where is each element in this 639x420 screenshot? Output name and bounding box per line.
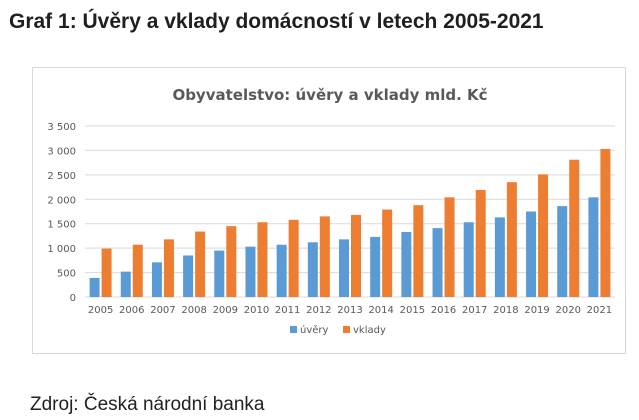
x-tick-label: 2013: [337, 305, 362, 316]
bar-uvery-2011: [276, 244, 287, 297]
bar-uvery-2010: [245, 246, 256, 297]
bar-uvery-2016: [432, 228, 443, 297]
chart-container: Obyvatelstvo: úvěry a vklady mld. Kč 0 50…: [32, 67, 626, 354]
y-tick-label: 3 500: [47, 122, 76, 133]
bar-vklady-2018: [506, 182, 517, 297]
chart-title: Obyvatelstvo: úvěry a vklady mld. Kč: [172, 86, 487, 104]
x-tick-label: 2012: [306, 305, 331, 316]
bar-vklady-2016: [444, 197, 455, 297]
bar-vklady-2015: [413, 205, 424, 297]
y-axis-ticks: 0 500 1 000 1 500 2 000 2 500 3 000 3 500: [47, 122, 76, 304]
bar-vklady-2011: [288, 219, 299, 297]
bar-vklady-2006: [132, 244, 143, 297]
x-tick-label: 2005: [88, 305, 113, 316]
bar-vklady-2007: [163, 239, 174, 297]
legend-label-vklady: vklady: [353, 325, 386, 336]
legend-swatch-uvery: [290, 326, 297, 333]
bar-vklady-2013: [351, 214, 361, 297]
y-tick-label: 3 000: [47, 146, 76, 157]
bar-vklady-2014: [382, 209, 393, 297]
x-tick-label: 2010: [244, 305, 269, 316]
legend: úvěry vklady: [290, 324, 386, 336]
bar-uvery-2008: [183, 255, 194, 297]
bar-vklady-2020: [569, 159, 580, 297]
bars: [89, 148, 611, 297]
page-title: Graf 1: Úvěry a vklady domácností v lete…: [9, 10, 544, 33]
y-tick-label: 1 500: [47, 220, 76, 231]
y-tick-label: 0: [70, 293, 76, 304]
bar-vklady-2008: [195, 231, 206, 297]
x-tick-label: 2011: [275, 305, 300, 316]
x-tick-label: 2016: [431, 305, 456, 316]
bar-uvery-2017: [463, 222, 474, 297]
bar-uvery-2015: [401, 232, 412, 297]
x-tick-label: 2020: [556, 305, 581, 316]
bar-uvery-2019: [526, 211, 537, 297]
x-axis-ticks: 2005 2006 2007 2008 2009 2010 2011 2012 2013 2014…: [88, 305, 612, 316]
x-tick-label: 2009: [213, 305, 238, 316]
bar-chart: Obyvatelstvo: úvěry a vklady mld. Kč 0 50…: [47, 86, 615, 336]
bar-uvery-2013: [339, 239, 349, 297]
bar-vklady-2021: [600, 148, 611, 297]
bar-vklady-2010: [257, 222, 268, 297]
bar-uvery-2007: [151, 262, 162, 297]
bar-uvery-2014: [370, 236, 381, 297]
y-tick-label: 500: [57, 269, 76, 280]
x-tick-label: 2021: [587, 305, 612, 316]
x-tick-label: 2008: [181, 305, 206, 316]
y-tick-label: 2 500: [47, 171, 76, 182]
bar-vklady-2017: [475, 190, 486, 297]
source-note: Zdroj: Česká národní banka: [30, 394, 265, 415]
y-tick-label: 2 000: [47, 195, 76, 206]
y-tick-label: 1 000: [47, 244, 76, 255]
bar-uvery-2021: [588, 197, 599, 297]
bar-uvery-2005: [89, 277, 100, 297]
bar-vklady-2019: [538, 174, 549, 297]
legend-label-uvery: úvěry: [300, 324, 329, 336]
legend-swatch-vklady: [343, 326, 350, 333]
x-tick-label: 2018: [493, 305, 518, 316]
bar-uvery-2009: [214, 250, 225, 297]
x-tick-label: 2014: [368, 305, 393, 316]
x-tick-label: 2006: [119, 305, 144, 316]
x-tick-label: 2015: [400, 305, 425, 316]
bar-vklady-2012: [319, 216, 330, 297]
bar-uvery-2020: [557, 206, 568, 297]
x-tick-label: 2017: [462, 305, 487, 316]
bar-uvery-2018: [494, 217, 505, 297]
x-tick-label: 2007: [150, 305, 175, 316]
bar-uvery-2006: [120, 271, 131, 297]
x-tick-label: 2019: [524, 305, 549, 316]
bar-uvery-2012: [307, 242, 318, 297]
bar-vklady-2005: [101, 248, 112, 297]
bar-vklady-2009: [226, 226, 237, 297]
